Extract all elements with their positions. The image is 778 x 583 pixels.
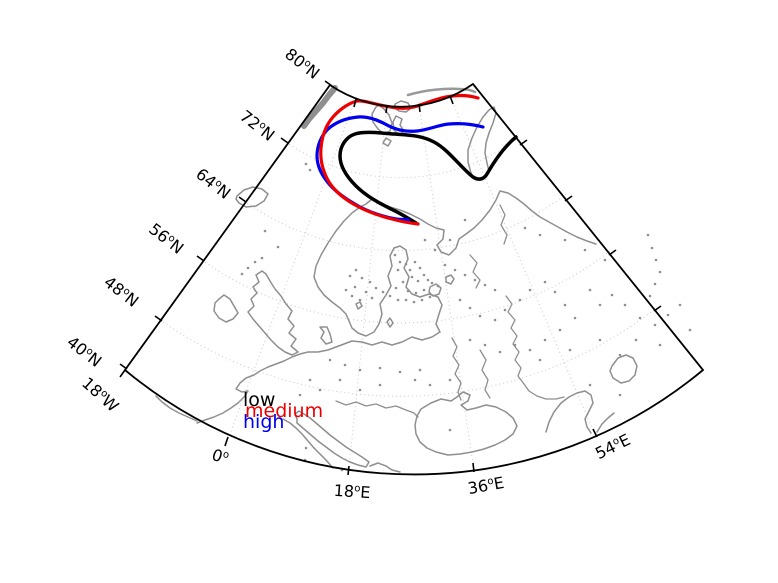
river-dvina: [469, 254, 481, 289]
meridian-0: [227, 97, 357, 440]
river-volga: [505, 295, 565, 400]
frame-outline: [123, 82, 705, 476]
coastline-greece: [369, 462, 401, 473]
contour-extra-gray: [406, 87, 477, 97]
legend-item-low: low: [243, 389, 276, 411]
coastline-arctic-russia: [371, 190, 597, 256]
ticks-left-edge: [119, 80, 333, 370]
coastline-lakes: [355, 274, 455, 328]
ticks-bottom-arc: [119, 369, 598, 476]
coastlines: [155, 85, 638, 473]
meridian-18e: [348, 104, 388, 468]
coastline-iceland: [235, 186, 269, 208]
label-suffix: E: [359, 482, 371, 503]
coastline-denmark: [319, 326, 333, 345]
ticks-right-edge: [519, 139, 662, 312]
river-danube: [335, 400, 419, 418]
legend-item-medium: medium: [245, 400, 324, 422]
coastline-aral: [609, 354, 638, 384]
legend-item-high: high: [243, 411, 285, 433]
river-pechora: [499, 204, 508, 245]
coastline-caspian-east: [596, 412, 615, 433]
coastline-adriatic: [294, 410, 370, 468]
ticks-top-arc: [353, 95, 454, 114]
coastline-italy-west: [282, 418, 334, 469]
map-frame: [119, 80, 705, 476]
coastline-svalbard: [371, 100, 412, 147]
contour-low-black: [338, 130, 518, 225]
lake-dots: [240, 162, 692, 472]
meridian-36e: [418, 104, 474, 465]
river-don: [479, 349, 491, 399]
meridian-54e: [449, 95, 594, 431]
coastline-ireland: [213, 294, 239, 323]
river-dnieper: [451, 337, 462, 401]
coastline-greenland-edge: [301, 85, 338, 129]
coastline-caspian: [545, 390, 594, 434]
coastline-iberia: [155, 395, 198, 422]
label-value: 18: [333, 480, 355, 502]
parallel-48n: [159, 308, 656, 397]
coastline-great-britain: [247, 270, 299, 356]
lon-label-18e: 18oE: [333, 480, 371, 503]
coastline-black-sea: [414, 391, 518, 456]
